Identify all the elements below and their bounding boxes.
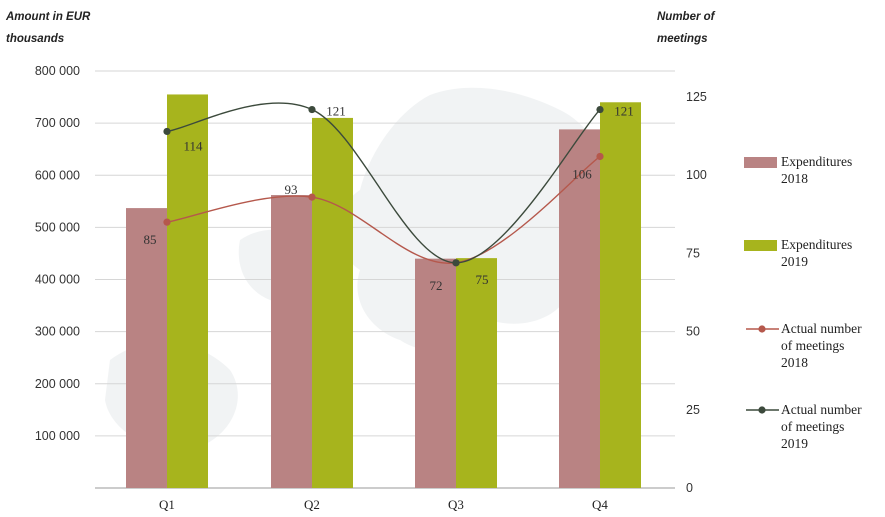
legend-label: 2018 (781, 355, 808, 370)
map-shape (337, 87, 605, 351)
left-tick-label: 700 000 (35, 116, 80, 130)
data-label: 114 (183, 138, 203, 153)
left-tick-label: 400 000 (35, 273, 80, 287)
data-label: 72 (430, 278, 443, 293)
data-label: 121 (614, 104, 634, 119)
right-tick-label: 50 (686, 325, 700, 339)
right-tick-label: 0 (686, 481, 693, 495)
legend-label: 2019 (781, 436, 808, 451)
bar (600, 102, 641, 489)
series-line (166, 102, 601, 264)
series-line (166, 155, 601, 264)
bar (312, 117, 353, 488)
bar (415, 258, 456, 488)
legend-marker (758, 325, 766, 333)
right-tick-label: 125 (686, 90, 707, 104)
category-label: Q4 (592, 497, 608, 512)
left-tick-label: 500 000 (35, 220, 80, 234)
series-point (452, 259, 460, 267)
category-label: Q3 (448, 497, 464, 512)
series-point (596, 152, 604, 161)
right-tick-label: 100 (686, 168, 707, 182)
legend-label: 2019 (781, 254, 808, 269)
data-label: 121 (326, 104, 346, 119)
data-label: 85 (144, 232, 157, 247)
right-tick-label: 75 (686, 246, 700, 260)
right-tick-label: 25 (686, 403, 700, 417)
legend-swatch (744, 157, 777, 168)
bar (456, 258, 497, 488)
legend-label: Expenditures (781, 154, 852, 169)
category-label: Q2 (304, 497, 320, 512)
series-point (308, 105, 316, 114)
data-label: 106 (572, 166, 592, 181)
bar (271, 195, 312, 488)
data-label: 75 (476, 272, 489, 287)
left-tick-label: 100 000 (35, 429, 80, 443)
legend-label: Actual number (781, 321, 862, 336)
series-point (596, 105, 604, 114)
right-axis-title-line1: Number of (657, 11, 716, 23)
data-label: 93 (285, 182, 298, 197)
legend-marker (758, 406, 766, 414)
left-tick-label: 600 000 (35, 168, 80, 182)
legend-label: of meetings (781, 419, 844, 434)
series-point (308, 193, 316, 201)
line-series: 85 93 72 106 114 121 75 121 (144, 102, 634, 293)
legend-swatch (744, 240, 777, 251)
axes: Amount in EUR thousands Number of meetin… (5, 11, 716, 45)
series-point (163, 218, 171, 226)
left-tick-label: 200 000 (35, 377, 80, 391)
left-axis-title-line1: Amount in EUR (5, 11, 91, 23)
right-axis-title-line2: meetings (657, 33, 708, 45)
left-tick-label: 800 000 (35, 64, 80, 78)
legend-label: Expenditures (781, 237, 852, 252)
bar (167, 94, 208, 489)
legend: Expenditures 2018 Expenditures 2019 Actual n… (744, 154, 862, 451)
series-point (163, 127, 171, 136)
tick-labels: 100 000 200 000 300 000 400 000 500 000 600 0… (35, 64, 707, 512)
bar (559, 129, 600, 488)
left-tick-label: 300 000 (35, 325, 80, 339)
legend-label: of meetings (781, 338, 844, 353)
bar-series (126, 94, 641, 489)
legend-label: Actual number (781, 402, 862, 417)
bar (126, 208, 167, 488)
left-axis-title-line2: thousands (6, 33, 64, 45)
category-label: Q1 (159, 497, 175, 512)
legend-label: 2018 (781, 171, 808, 186)
